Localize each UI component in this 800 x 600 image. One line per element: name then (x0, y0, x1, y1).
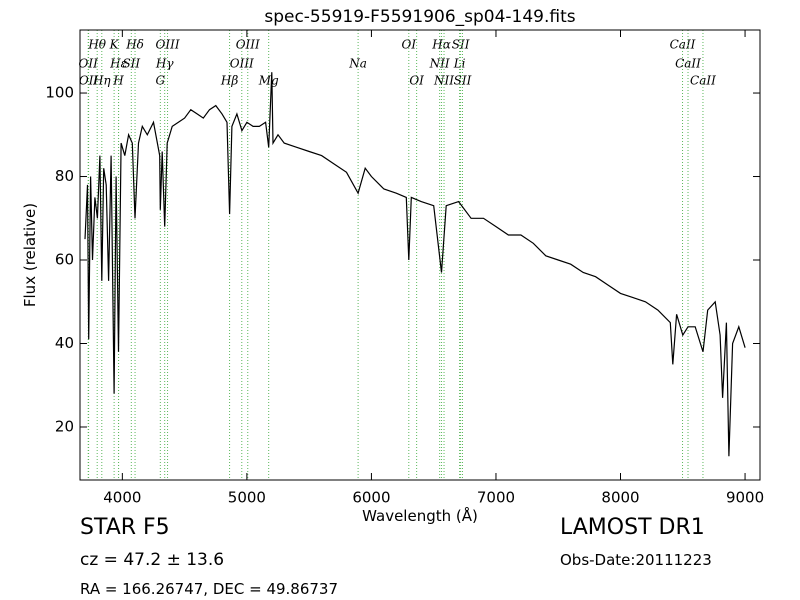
spectral-line-label: NII (433, 74, 454, 88)
x-tick-label: 5000 (228, 489, 266, 507)
spectral-line-label: Mg (258, 74, 279, 88)
spectral-line-label: CaII (670, 38, 696, 52)
spectral-line-label: Hθ (87, 38, 106, 52)
spectral-line-label: Hγ (155, 57, 174, 71)
x-axis-label: Wavelength (Å) (362, 506, 478, 525)
spectral-line-label: OI (409, 74, 424, 88)
plot-frame (79, 29, 761, 481)
spectral-line-label: CaII (690, 74, 716, 88)
spectral-line-label: SII (454, 74, 472, 88)
spectral-line-label: OII (79, 74, 99, 88)
spectral-line-label: OI (402, 38, 417, 52)
spectral-line-label: H (112, 74, 124, 88)
spectral-line-label: Hη (92, 74, 111, 88)
spectral-line-label: Hδ (125, 38, 144, 52)
spectrum-line (84, 72, 746, 457)
spectral-line-label: Hα (431, 38, 451, 52)
y-axis-label: Flux (relative) (21, 203, 39, 307)
spectral-line-label: CaII (675, 57, 701, 71)
x-tick-label: 4000 (103, 489, 141, 507)
x-tick-label: 6000 (352, 489, 390, 507)
spectral-line-label: G (156, 74, 166, 88)
survey-label: LAMOST DR1 (560, 515, 705, 540)
y-tick-label: 60 (55, 251, 74, 269)
redshift-label: cz = 47.2 ± 13.6 (80, 550, 224, 570)
spectral-line-label: Na (348, 57, 367, 71)
y-tick-label: 40 (55, 334, 74, 352)
y-tick-label: 80 (55, 167, 74, 185)
spectral-line-label: Li (453, 57, 466, 71)
spectral-line-label: SII (122, 57, 140, 71)
x-tick-label: 7000 (477, 489, 515, 507)
x-tick-label: 9000 (726, 489, 764, 507)
y-tick-label: 100 (45, 84, 74, 102)
spectral-line-label: Hβ (220, 74, 238, 88)
spectral-line-label: OIII (156, 38, 180, 52)
spectral-line-label: NII (429, 57, 450, 71)
spectral-line-label: OIII (230, 57, 254, 71)
x-tick-label: 8000 (601, 489, 639, 507)
date-label: Obs-Date:20111223 (560, 551, 712, 569)
spectral-line-label: K (109, 38, 120, 52)
spectral-line-label: SII (452, 38, 470, 52)
object-label: STAR F5 (80, 515, 170, 540)
y-tick-label: 20 (55, 417, 74, 435)
coords-label: RA = 166.26747, DEC = 49.86737 (80, 580, 338, 598)
spectral-line-label: OIII (236, 38, 260, 52)
chart-title: spec-55919-F5591906_sp04-149.fits (264, 7, 575, 27)
